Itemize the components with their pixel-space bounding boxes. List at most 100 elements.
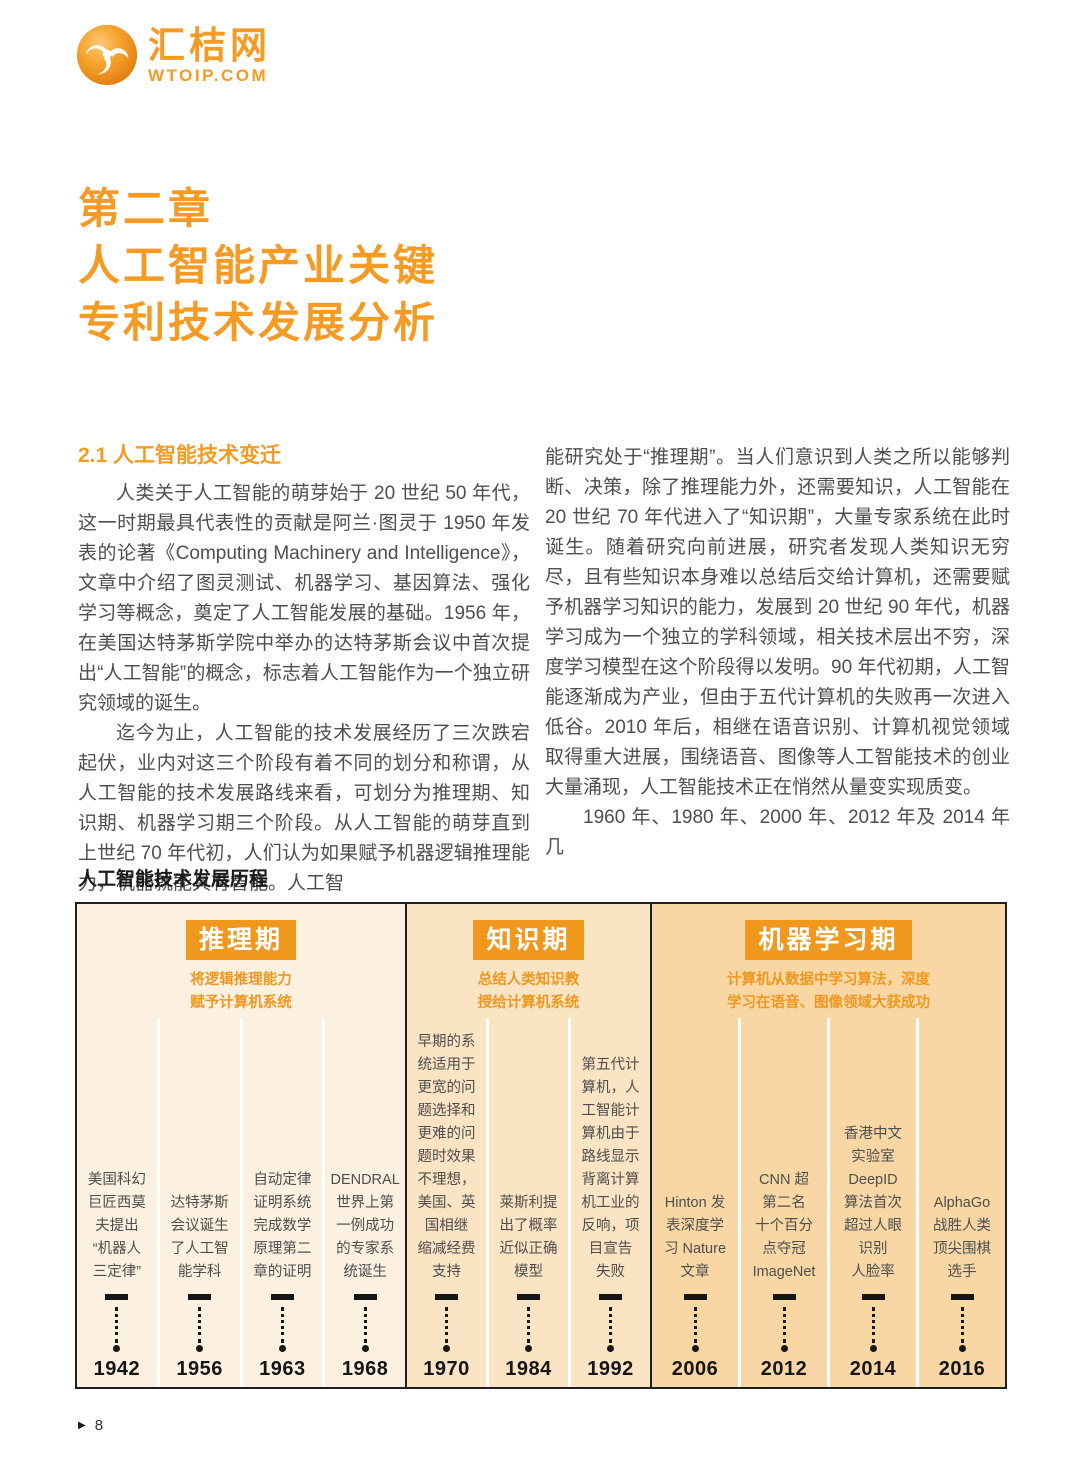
event-year: 1956 (176, 1358, 223, 1380)
event-dot-icon (113, 1345, 121, 1352)
event-dotted-line-icon (445, 1307, 448, 1343)
timeline-event: 自动定律 证明系统 完成数学 原理第二 章的证明 1963 (239, 904, 323, 1387)
event-description: 第五代计 算机，人 工智能计 算机由于 路线显示 背离计算 机工业的 反响，项 … (581, 1057, 640, 1280)
event-dotted-line-icon (693, 1307, 697, 1343)
event-dash-marker-icon (517, 1294, 540, 1300)
brand-wordmark: 汇桔网 WTOIP.COM (148, 27, 271, 84)
event-dot-icon (278, 1345, 286, 1352)
brand-name-cn: 汇桔网 (148, 24, 271, 66)
event-dot-icon (869, 1345, 877, 1352)
event-dotted-line-icon (960, 1307, 964, 1343)
event-dot-icon (607, 1345, 614, 1352)
period-header: 知识期 总结人类知识教 授给计算机系统 (407, 904, 650, 1018)
event-dash-marker-icon (861, 1294, 885, 1300)
event-description: 达特茅斯 会议诞生 了人工智 能学科 (170, 1195, 229, 1280)
event-dotted-line-icon (609, 1307, 612, 1343)
section-heading: 2.1 人工智能技术变迁 (78, 444, 282, 467)
event-dot-icon (958, 1345, 966, 1352)
event-year: 2006 (671, 1358, 719, 1380)
period-header: 推理期 将逻辑推理能力 赋予计算机系统 (77, 904, 405, 1018)
timeline-event: 美国科幻 巨匠西莫 夫提出 “机器人 三定律” 1942 (77, 904, 157, 1387)
paragraph: 人类关于人工智能的萌芽始于 20 世纪 50 年代，这一时期最具代表性的贡献是阿… (78, 483, 530, 714)
event-dash-marker-icon (105, 1294, 129, 1300)
wtoip-logo-icon (76, 24, 138, 86)
timeline-event: AlphaGo 战胜人类 顶尖围棋 选手 2016 (916, 904, 1005, 1387)
event-description: AlphaGo 战胜人类 顶尖围棋 选手 (933, 1195, 991, 1280)
paragraph: 能研究处于“推理期”。当人们意识到人类之所以能够判断、决策，除了推理能力外，还需… (545, 447, 1010, 798)
period-events: Hinton 发 表深度学 习 Nature 文章 2006 CNN 超 第二名… (652, 904, 1005, 1387)
timeline-event: 香港中文 实验室 DeepID 算法首次 超过人眼 识别 人脸率 2014 (827, 904, 916, 1387)
timeline-event: 早期的系 统适用于 更宽的问 题选择和 更难的问 题时效果 不理想， 美国、英 … (407, 904, 486, 1387)
event-dash-marker-icon (599, 1294, 622, 1300)
event-dash-marker-icon (950, 1294, 974, 1300)
timeline-period: 机器学习期 计算机从数据中学习算法，深度 学习在语音、图像领域大获成功 Hint… (650, 904, 1005, 1387)
event-year: 1968 (341, 1358, 389, 1380)
period-header: 机器学习期 计算机从数据中学习算法，深度 学习在语音、图像领域大获成功 (652, 904, 1005, 1018)
event-year: 2012 (760, 1358, 808, 1380)
event-dotted-line-icon (115, 1307, 119, 1343)
period-badge: 机器学习期 (745, 920, 912, 960)
event-description: 早期的系 统适用于 更宽的问 题选择和 更难的问 题时效果 不理想， 美国、英 … (417, 1034, 476, 1280)
timeline-event: 第五代计 算机，人 工智能计 算机由于 路线显示 背离计算 机工业的 反响，项 … (568, 904, 650, 1387)
timeline-event: Hinton 发 表深度学 习 Nature 文章 2006 (652, 904, 738, 1387)
event-description: 自动定律 证明系统 完成数学 原理第二 章的证明 (253, 1172, 312, 1280)
event-dot-icon (196, 1345, 204, 1352)
event-year: 1984 (505, 1358, 552, 1380)
period-badge: 知识期 (473, 920, 584, 960)
brand-name-en: WTOIP.COM (148, 65, 269, 85)
timeline-event: CNN 超 第二名 十个百分 点夺冠 ImageNet 2012 (738, 904, 827, 1387)
timeline-chart-title: 人工智能技术发展历程 (78, 869, 269, 890)
event-dash-marker-icon (353, 1294, 377, 1300)
event-dotted-line-icon (782, 1307, 786, 1343)
event-dash-marker-icon (683, 1294, 707, 1300)
text-column-left: 2.1 人工智能技术变迁 人类关于人工智能的萌芽始于 20 世纪 50 年代，这… (78, 443, 530, 899)
event-description: Hinton 发 表深度学 习 Nature 文章 (663, 1195, 727, 1280)
event-dot-icon (361, 1345, 369, 1352)
period-events: 早期的系 统适用于 更宽的问 题选择和 更难的问 题时效果 不理想， 美国、英 … (407, 904, 650, 1387)
period-events: 美国科幻 巨匠西莫 夫提出 “机器人 三定律” 1942 达特茅斯 会议诞生 了… (77, 904, 405, 1387)
paragraph: 迄今为止，人工智能的技术发展经历了三次跌宕起伏，业内对这三个阶段有着不同的划分和… (78, 723, 530, 894)
brand-logo: 汇桔网 WTOIP.COM (74, 22, 271, 88)
event-dotted-line-icon (198, 1307, 202, 1343)
event-description: DENDRAL 世界上第 一例成功 的专家系 统诞生 (330, 1172, 400, 1280)
event-year: 2016 (938, 1358, 986, 1380)
event-dash-marker-icon (188, 1294, 212, 1300)
event-year: 1942 (93, 1358, 141, 1380)
event-dash-marker-icon (270, 1294, 294, 1300)
event-dash-marker-icon (435, 1294, 458, 1300)
event-year: 1963 (259, 1358, 306, 1380)
timeline-chart: 推理期 将逻辑推理能力 赋予计算机系统 美国科幻 巨匠西莫 夫提出 “机器人 三… (75, 902, 1007, 1389)
event-dash-marker-icon (772, 1294, 796, 1300)
timeline-event: 莱斯利提 出了概率 近似正确 模型 1984 (486, 904, 568, 1387)
event-description: 香港中文 实验室 DeepID 算法首次 超过人眼 识别 人脸率 (844, 1126, 902, 1280)
event-dotted-line-icon (871, 1307, 875, 1343)
event-description: 莱斯利提 出了概率 近似正确 模型 (499, 1195, 558, 1280)
timeline-event: DENDRAL 世界上第 一例成功 的专家系 统诞生 1968 (322, 904, 405, 1387)
event-description: CNN 超 第二名 十个百分 点夺冠 ImageNet (752, 1172, 816, 1280)
event-year: 2014 (849, 1358, 897, 1380)
timeline-period: 知识期 总结人类知识教 授给计算机系统 早期的系 统适用于 更宽的问 题选择和 … (405, 904, 650, 1387)
timeline-event: 达特茅斯 会议诞生 了人工智 能学科 1956 (156, 904, 240, 1387)
event-year: 1970 (423, 1358, 470, 1380)
page-marker-icon: ▶ (78, 1419, 86, 1431)
period-subtitle: 计算机从数据中学习算法，深度 学习在语音、图像领域大获成功 (727, 972, 930, 1011)
paragraph: 1960 年、1980 年、2000 年、2012 年及 2014 年几 (545, 807, 1010, 858)
event-dot-icon (691, 1345, 699, 1352)
text-column-right: 能研究处于“推理期”。当人们意识到人类之所以能够判断、决策，除了推理能力外，还需… (545, 443, 1010, 899)
event-dotted-line-icon (363, 1307, 367, 1343)
period-subtitle: 总结人类知识教 授给计算机系统 (477, 972, 580, 1011)
event-dotted-line-icon (527, 1307, 530, 1343)
event-dotted-line-icon (280, 1307, 284, 1343)
event-dot-icon (525, 1345, 532, 1352)
timeline-period: 推理期 将逻辑推理能力 赋予计算机系统 美国科幻 巨匠西莫 夫提出 “机器人 三… (77, 904, 405, 1387)
period-badge: 推理期 (185, 920, 296, 960)
page-footer: ▶ 8 (78, 1418, 103, 1433)
event-year: 1992 (587, 1358, 634, 1380)
event-dot-icon (780, 1345, 788, 1352)
period-subtitle: 将逻辑推理能力 赋予计算机系统 (190, 972, 292, 1011)
body-text: 2.1 人工智能技术变迁 人类关于人工智能的萌芽始于 20 世纪 50 年代，这… (78, 443, 1010, 899)
event-dot-icon (443, 1345, 450, 1352)
chapter-title: 第二章 人工智能产业关键 专利技术发展分析 (78, 185, 439, 346)
page-number: 8 (94, 1417, 104, 1434)
